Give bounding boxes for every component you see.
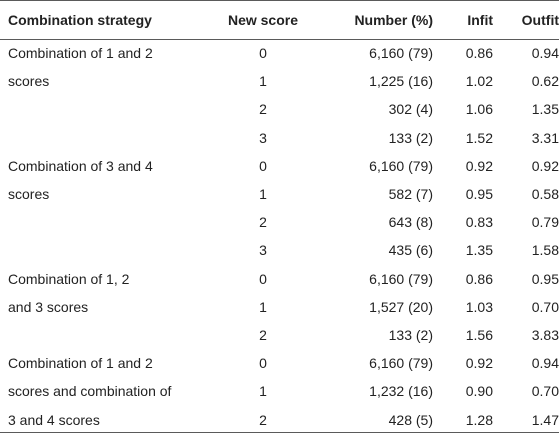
cell-outfit: 1.35	[531, 101, 559, 118]
cell-infit: 0.86	[465, 270, 493, 287]
cell-infit: 0.86	[465, 45, 493, 62]
table-row: Combination of 1, 2 0 6,160 (79) 0.86 0.…	[0, 265, 559, 293]
cell-strategy	[0, 321, 218, 349]
table-row: 3 and 4 scores 2 428 (5) 1.28 1.47	[0, 405, 559, 433]
cell-infit: 1.56	[465, 326, 493, 343]
cell-infit: 1.52	[465, 129, 493, 146]
cell-infit: 0.92	[465, 157, 493, 174]
table-row: 2 302 (4) 1.06 1.35	[0, 95, 559, 123]
cell-strategy: Combination of 3 and 4	[8, 157, 153, 174]
cell-new-score: 0	[259, 270, 267, 287]
cell-infit: 1.06	[465, 101, 493, 118]
cell-outfit: 0.94	[531, 45, 559, 62]
cell-new-score: 2	[259, 101, 267, 118]
cell-number: 1,232 (16)	[369, 383, 433, 400]
cell-infit: 0.95	[465, 186, 493, 203]
cell-outfit: 0.79	[531, 214, 559, 231]
cell-outfit: 0.92	[531, 157, 559, 174]
cell-strategy: scores	[8, 73, 50, 90]
cell-number: 6,160 (79)	[369, 270, 433, 287]
cell-strategy	[0, 236, 218, 264]
header-number: Number (%)	[354, 12, 433, 28]
cell-outfit: 0.70	[531, 298, 559, 315]
cell-number: 435 (6)	[388, 242, 433, 259]
cell-new-score: 2	[259, 214, 267, 231]
header-outfit: Outfit	[521, 12, 559, 28]
cell-infit: 1.02	[465, 73, 493, 90]
cell-infit: 1.03	[465, 298, 493, 315]
cell-strategy: scores	[8, 186, 50, 203]
cell-number: 1,527 (20)	[369, 298, 433, 315]
table-body: Combination of 1 and 2 0 6,160 (79) 0.86…	[0, 39, 559, 434]
header-new-score: New score	[227, 12, 299, 28]
cell-strategy: Combination of 1 and 2	[8, 45, 153, 62]
cell-number: 6,160 (79)	[369, 45, 433, 62]
cell-outfit: 3.83	[531, 326, 559, 343]
cell-infit: 0.92	[465, 355, 493, 372]
cell-strategy: 3 and 4 scores	[8, 411, 100, 428]
cell-new-score: 1	[259, 383, 267, 400]
cell-outfit: 0.94	[531, 355, 559, 372]
cell-number: 643 (8)	[388, 214, 433, 231]
cell-new-score: 0	[259, 157, 267, 174]
cell-new-score: 3	[259, 242, 267, 259]
cell-number: 582 (7)	[388, 186, 433, 203]
table-row: and 3 scores 1 1,527 (20) 1.03 0.70	[0, 293, 559, 321]
cell-number: 6,160 (79)	[369, 355, 433, 372]
table-row: scores and combination of 1 1,232 (16) 0…	[0, 377, 559, 405]
table-row: scores 1 1,225 (16) 1.02 0.62	[0, 67, 559, 95]
cell-infit: 0.83	[465, 214, 493, 231]
cell-new-score: 0	[259, 355, 267, 372]
cell-new-score: 1	[259, 298, 267, 315]
header-infit: Infit	[467, 12, 493, 28]
header-strategy: Combination strategy	[8, 12, 152, 28]
table-header: Combination strategy New score Number (%…	[0, 1, 559, 39]
cell-strategy: Combination of 1, 2	[8, 270, 130, 287]
cell-number: 133 (2)	[388, 129, 433, 146]
cell-strategy	[0, 208, 218, 236]
cell-number: 428 (5)	[388, 411, 433, 428]
cell-strategy	[0, 124, 218, 152]
cell-strategy: and 3 scores	[8, 298, 89, 315]
cell-infit: 1.35	[465, 242, 493, 259]
cell-infit: 1.28	[465, 411, 493, 428]
cell-strategy: scores and combination of	[8, 383, 172, 400]
cell-new-score: 1	[259, 73, 267, 90]
cell-number: 133 (2)	[388, 326, 433, 343]
cell-strategy	[0, 95, 218, 123]
table-row: 3 435 (6) 1.35 1.58	[0, 236, 559, 264]
cell-outfit: 0.58	[531, 186, 559, 203]
cell-outfit: 1.47	[531, 411, 559, 428]
table-header-rule	[0, 39, 559, 40]
cell-outfit: 3.31	[531, 129, 559, 146]
table-row: scores 1 582 (7) 0.95 0.58	[0, 180, 559, 208]
table-row: 2 133 (2) 1.56 3.83	[0, 321, 559, 349]
cell-outfit: 0.62	[531, 73, 559, 90]
table-row: Combination of 3 and 4 0 6,160 (79) 0.92…	[0, 152, 559, 180]
table-row: Combination of 1 and 2 0 6,160 (79) 0.86…	[0, 39, 559, 67]
cell-new-score: 2	[259, 326, 267, 343]
table-row: 3 133 (2) 1.52 3.31	[0, 124, 559, 152]
table-bottom-rule	[0, 432, 559, 433]
cell-outfit: 1.58	[531, 242, 559, 259]
cell-number: 1,225 (16)	[369, 73, 433, 90]
header-row: Combination strategy New score Number (%…	[0, 1, 559, 39]
cell-outfit: 0.95	[531, 270, 559, 287]
table-top-rule	[0, 0, 559, 1]
table-row: Combination of 1 and 2 0 6,160 (79) 0.92…	[0, 349, 559, 377]
cell-number: 6,160 (79)	[369, 157, 433, 174]
cell-new-score: 3	[259, 129, 267, 146]
cell-new-score: 0	[259, 45, 267, 62]
cell-strategy: Combination of 1 and 2	[8, 355, 153, 372]
cell-number: 302 (4)	[388, 101, 433, 118]
table-row: 2 643 (8) 0.83 0.79	[0, 208, 559, 236]
cell-infit: 0.90	[465, 383, 493, 400]
cell-outfit: 0.70	[531, 383, 559, 400]
cell-new-score: 2	[259, 411, 267, 428]
cell-new-score: 1	[259, 186, 267, 203]
